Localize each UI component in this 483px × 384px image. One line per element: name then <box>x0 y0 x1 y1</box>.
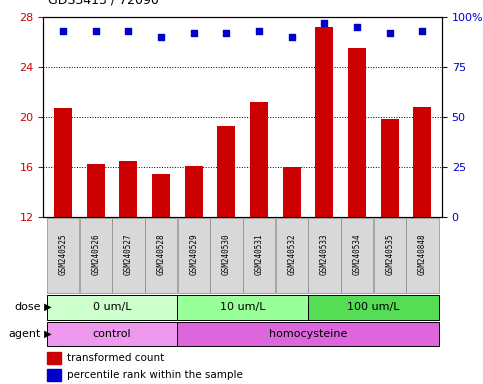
Text: agent: agent <box>9 329 41 339</box>
Bar <box>152 174 170 217</box>
FancyBboxPatch shape <box>178 218 210 293</box>
FancyBboxPatch shape <box>406 218 439 293</box>
FancyBboxPatch shape <box>112 218 144 293</box>
Text: control: control <box>93 329 131 339</box>
Text: GSM240534: GSM240534 <box>353 233 361 275</box>
FancyBboxPatch shape <box>210 218 242 293</box>
FancyBboxPatch shape <box>243 218 275 293</box>
Text: ▶: ▶ <box>41 302 52 312</box>
FancyBboxPatch shape <box>47 322 177 346</box>
Point <box>255 28 263 34</box>
FancyBboxPatch shape <box>373 218 406 293</box>
Point <box>59 28 67 34</box>
Text: homocysteine: homocysteine <box>269 329 347 339</box>
Bar <box>47 369 61 381</box>
Text: GDS3413 / 72090: GDS3413 / 72090 <box>48 0 159 7</box>
Text: GSM240532: GSM240532 <box>287 233 296 275</box>
Bar <box>119 161 137 217</box>
Bar <box>87 164 105 217</box>
Bar <box>47 352 61 364</box>
FancyBboxPatch shape <box>308 295 439 319</box>
FancyBboxPatch shape <box>308 218 341 293</box>
Point <box>223 30 230 36</box>
FancyBboxPatch shape <box>275 218 308 293</box>
Text: 10 um/L: 10 um/L <box>220 302 266 312</box>
FancyBboxPatch shape <box>177 322 439 346</box>
Text: percentile rank within the sample: percentile rank within the sample <box>68 370 243 380</box>
Text: GSM240529: GSM240529 <box>189 233 198 275</box>
Text: GSM240525: GSM240525 <box>58 233 68 275</box>
FancyBboxPatch shape <box>47 218 79 293</box>
Text: ▶: ▶ <box>41 329 52 339</box>
Text: GSM240535: GSM240535 <box>385 233 394 275</box>
FancyBboxPatch shape <box>145 218 177 293</box>
Point <box>190 30 198 36</box>
Text: GSM240848: GSM240848 <box>418 233 427 275</box>
Point <box>288 33 296 40</box>
Point <box>125 28 132 34</box>
Point <box>92 28 99 34</box>
FancyBboxPatch shape <box>177 295 308 319</box>
Bar <box>185 166 203 217</box>
Point <box>157 33 165 40</box>
Bar <box>54 108 72 217</box>
FancyBboxPatch shape <box>341 218 373 293</box>
Text: GSM240530: GSM240530 <box>222 233 231 275</box>
Point <box>353 23 361 30</box>
Text: 100 um/L: 100 um/L <box>347 302 399 312</box>
FancyBboxPatch shape <box>80 218 112 293</box>
Point <box>386 30 394 36</box>
FancyBboxPatch shape <box>47 295 177 319</box>
Bar <box>413 107 431 217</box>
Point <box>418 28 426 34</box>
Bar <box>348 48 366 217</box>
Bar <box>315 26 333 217</box>
Text: 0 um/L: 0 um/L <box>93 302 131 312</box>
Text: dose: dose <box>14 302 41 312</box>
Bar <box>381 119 398 217</box>
Text: GSM240533: GSM240533 <box>320 233 329 275</box>
Text: GSM240528: GSM240528 <box>156 233 166 275</box>
Text: transformed count: transformed count <box>68 353 165 363</box>
Text: GSM240531: GSM240531 <box>255 233 264 275</box>
Point <box>321 20 328 26</box>
Bar <box>283 167 301 217</box>
Text: GSM240526: GSM240526 <box>91 233 100 275</box>
Bar <box>217 126 235 217</box>
Bar <box>250 102 268 217</box>
Text: GSM240527: GSM240527 <box>124 233 133 275</box>
